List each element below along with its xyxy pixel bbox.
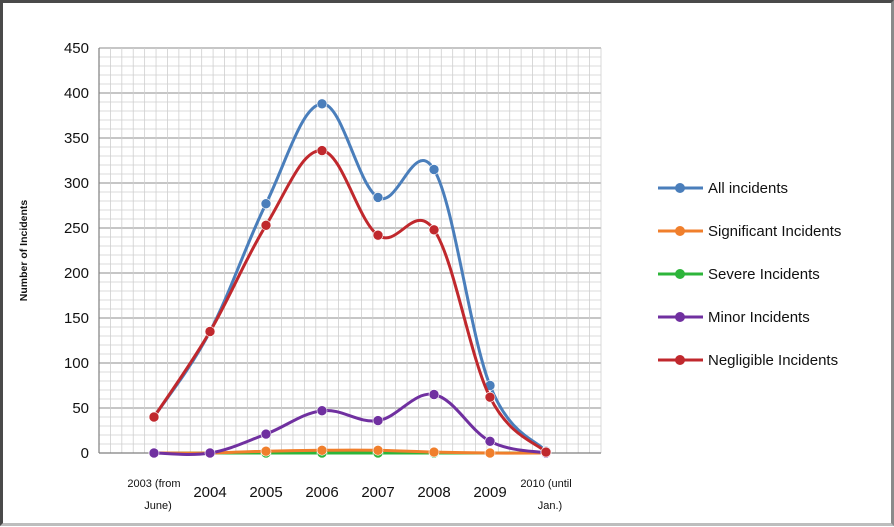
data-point [428,446,440,458]
legend: All incidents Significant Incidents Severe… [658,180,841,369]
legend-swatch-marker [675,269,685,279]
legend-item: Minor Incidents [658,309,810,326]
x-tick-label: 2005 [249,484,282,501]
legend-swatch-marker [675,355,685,365]
data-point [484,435,496,447]
series-line [152,149,548,454]
data-point [260,220,272,231]
data-point [428,164,440,175]
y-tick-label: 450 [64,40,89,57]
series-line [153,392,547,456]
data-point [148,411,160,423]
series-minor-incidents [148,389,552,459]
legend-swatch-marker [675,312,685,322]
legend-swatch-marker [675,183,685,193]
grid [98,47,602,454]
series-lines [148,98,552,459]
x-tick-label: 2003 (from June) [127,478,180,512]
data-point [204,447,216,459]
data-point [316,145,328,156]
x-tick-label: 2007 [361,484,394,501]
data-point [372,192,384,203]
y-axis-label: Number of Incidents [18,200,30,302]
data-point [316,405,328,417]
x-tick-label: 2009 [473,484,506,501]
legend-label: All incidents [708,180,788,197]
data-point [260,445,272,457]
y-tick-label: 400 [64,85,89,102]
x-tick-label: 2004 [193,484,226,501]
legend-label: Negligible Incidents [708,352,838,369]
y-tick-label: 350 [64,130,89,147]
data-point [372,229,384,241]
data-point [484,391,496,403]
data-point [204,326,216,337]
data-point [316,444,328,456]
y-tick-label: 50 [72,400,89,417]
legend-label: Minor Incidents [708,309,810,326]
y-tick-label: 150 [64,310,89,327]
data-point [484,447,496,459]
legend-item: All incidents [658,180,788,197]
legend-swatch-marker [675,226,685,236]
line-chart: 0 50 100 150 200 250 300 350 400 450 2003 (from Ju… [18,40,841,512]
y-tick-label: 250 [64,220,89,237]
y-axis-ticks: 0 50 100 150 200 250 300 350 400 450 [64,40,89,462]
legend-item: Negligible Incidents [658,352,838,369]
data-point [372,415,384,426]
legend-label: Significant Incidents [708,223,841,240]
x-tick-label: 2008 [417,484,450,501]
y-tick-label: 100 [64,355,89,372]
x-axis-ticks: 2003 (from June) 2004 2005 2006 2007 2008 2009 2… [127,478,571,512]
y-tick-label: 200 [64,265,89,282]
data-point [316,98,328,110]
data-point [260,198,272,209]
data-point [260,428,272,440]
legend-item: Significant Incidents [658,223,841,240]
data-point [428,224,440,236]
y-tick-label: 300 [64,175,89,192]
x-tick-label: 2006 [305,484,338,501]
x-tick-label: 2010 (until Jan.) [520,478,571,512]
data-point [428,389,440,400]
legend-label: Severe Incidents [708,266,820,283]
data-point [372,444,384,456]
data-point [148,447,160,459]
legend-item: Severe Incidents [658,266,820,283]
data-point [540,446,552,458]
series-negligible-incidents [148,145,552,458]
y-tick-label: 0 [81,445,89,462]
